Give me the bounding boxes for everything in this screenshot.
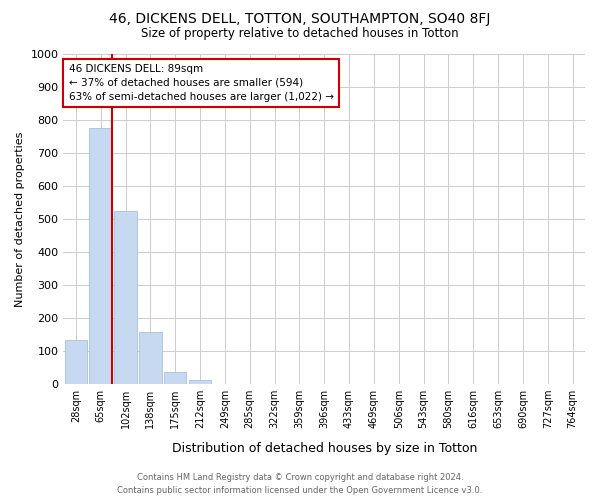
Bar — [139, 332, 161, 384]
Bar — [115, 211, 137, 384]
Text: 46 DICKENS DELL: 89sqm
← 37% of detached houses are smaller (594)
63% of semi-de: 46 DICKENS DELL: 89sqm ← 37% of detached… — [68, 64, 334, 102]
Bar — [164, 372, 187, 384]
Text: 46, DICKENS DELL, TOTTON, SOUTHAMPTON, SO40 8FJ: 46, DICKENS DELL, TOTTON, SOUTHAMPTON, S… — [109, 12, 491, 26]
Bar — [89, 128, 112, 384]
Y-axis label: Number of detached properties: Number of detached properties — [15, 131, 25, 306]
X-axis label: Distribution of detached houses by size in Totton: Distribution of detached houses by size … — [172, 442, 477, 455]
Bar — [65, 340, 87, 384]
Bar — [189, 380, 211, 384]
Text: Size of property relative to detached houses in Totton: Size of property relative to detached ho… — [141, 28, 459, 40]
Text: Contains HM Land Registry data © Crown copyright and database right 2024.
Contai: Contains HM Land Registry data © Crown c… — [118, 474, 482, 495]
